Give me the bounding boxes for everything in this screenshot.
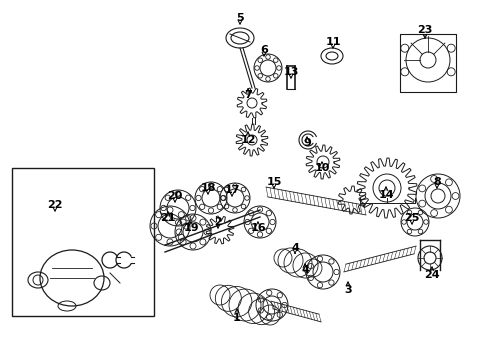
Text: 11: 11 — [325, 37, 341, 47]
Text: 4: 4 — [291, 243, 299, 253]
Text: 17: 17 — [224, 185, 240, 195]
Text: 21: 21 — [160, 213, 176, 223]
Text: 16: 16 — [250, 223, 266, 233]
Bar — [12, 168, 154, 316]
Text: 19: 19 — [183, 223, 199, 233]
Text: 8: 8 — [433, 177, 441, 187]
Text: 4: 4 — [301, 265, 309, 275]
Text: 23: 23 — [417, 25, 433, 35]
Text: 24: 24 — [424, 270, 440, 280]
Text: 22: 22 — [47, 200, 63, 210]
Text: 3: 3 — [344, 285, 352, 295]
Text: 7: 7 — [244, 90, 252, 100]
Text: 14: 14 — [378, 190, 394, 200]
Text: 6: 6 — [260, 45, 268, 55]
Text: 13: 13 — [283, 67, 299, 77]
Text: 10: 10 — [314, 163, 330, 173]
Text: 15: 15 — [266, 177, 282, 187]
Text: 9: 9 — [303, 138, 311, 148]
Text: 20: 20 — [167, 191, 183, 201]
Text: 2: 2 — [214, 217, 222, 227]
Text: 25: 25 — [404, 213, 420, 223]
Text: 1: 1 — [233, 313, 241, 323]
Text: 18: 18 — [200, 183, 216, 193]
Text: 12: 12 — [240, 135, 256, 145]
Text: 5: 5 — [236, 13, 244, 23]
Bar — [400, 34, 456, 92]
